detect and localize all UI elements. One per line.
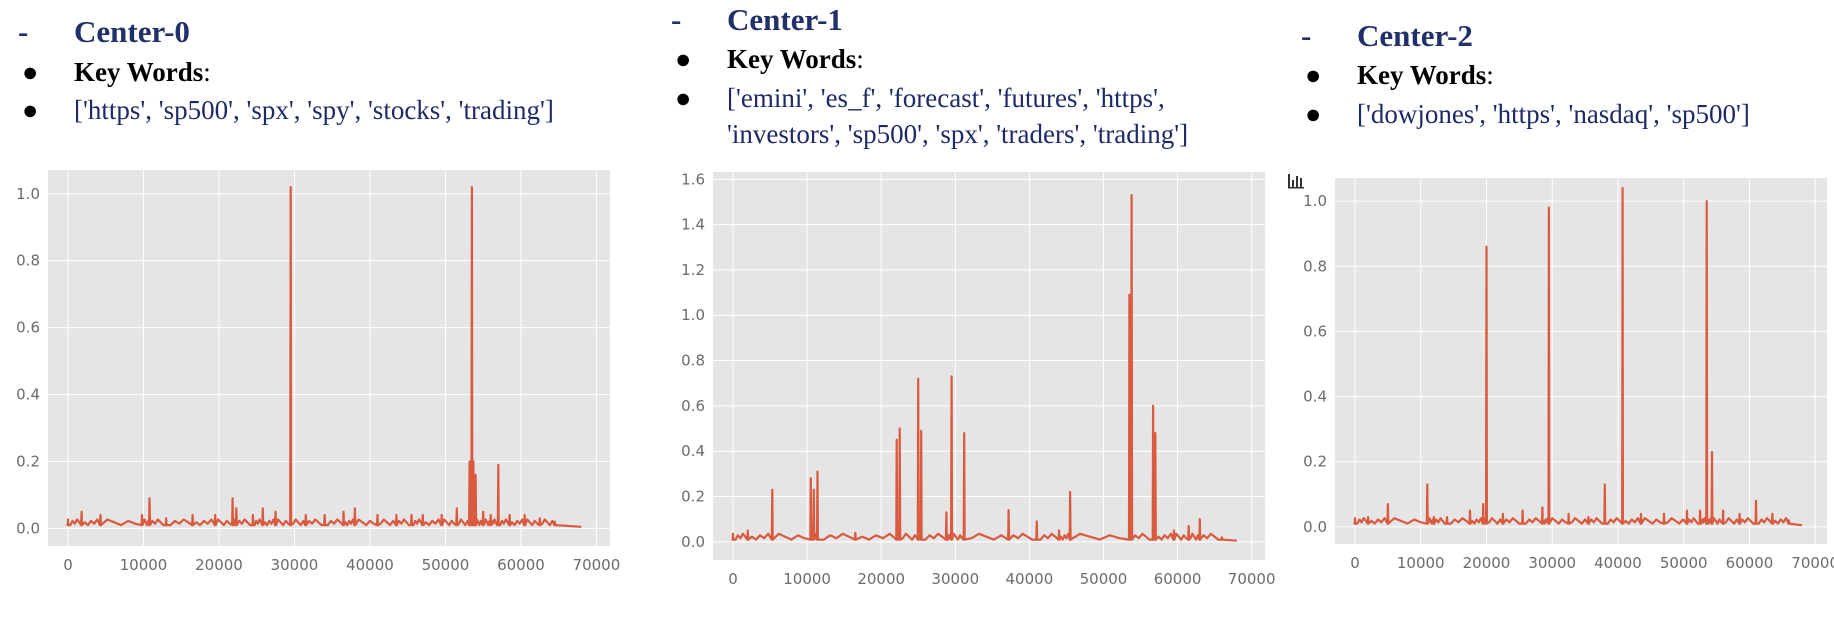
y-tick-label: 0.0 <box>16 519 40 537</box>
keywords-list-continued: 'investors', 'sp500', 'spx', 'traders', … <box>727 119 1189 149</box>
cluster-heading: - Center-2 <box>1301 18 1473 54</box>
y-tick-label: 1.0 <box>1303 192 1327 210</box>
dash-marker: - <box>18 14 29 49</box>
heading-text: Center-2 <box>1357 18 1473 53</box>
x-tick-label: 70000 <box>573 556 620 574</box>
y-tick-label: 1.2 <box>681 261 705 279</box>
line-chart: 0 10000 20000 30000 40000 50000 60000 70000 0.0 0… <box>16 170 620 574</box>
y-tick-label: 0.6 <box>1303 322 1327 340</box>
x-tick-label: 70000 <box>1791 554 1834 572</box>
keywords-label: Key Words <box>1357 60 1487 90</box>
x-tick-label: 60000 <box>1154 570 1202 588</box>
bullet-icon: ● <box>1305 99 1322 129</box>
bullet-icon: ● <box>675 83 692 113</box>
plot-area <box>1335 178 1827 544</box>
heading-text: Center-1 <box>727 2 843 37</box>
keywords-list: ['https', 'sp500', 'spx', 'spy', 'stocks… <box>74 95 554 125</box>
keywords-list-row: ● ['dowjones', 'https', 'nasdaq', 'sp500'… <box>1301 99 1750 130</box>
x-tick-label: 20000 <box>195 556 243 574</box>
y-tick-label: 0.6 <box>16 319 40 337</box>
y-tick-label: 1.6 <box>681 170 705 188</box>
heading-text: Center-0 <box>74 14 190 49</box>
keywords-list-row: ● ['emini', 'es_f', 'forecast', 'futures'… <box>671 83 1165 114</box>
x-tick-label: 0 <box>728 570 738 588</box>
bar-chart-icon[interactable] <box>1287 172 1305 190</box>
x-tick-label: 40000 <box>1594 554 1642 572</box>
cluster-panel-1: - Center-1 ● Key Words: ● ['emini', 'es_f',… <box>655 0 1275 624</box>
keywords-colon: : <box>1486 60 1494 90</box>
keywords-label-row: ● Key Words: <box>18 57 211 88</box>
plot-area <box>48 170 610 546</box>
plot-area <box>713 172 1265 560</box>
keywords-colon: : <box>856 44 864 74</box>
keywords-label-row: ● Key Words: <box>671 44 864 75</box>
x-tick-label: 40000 <box>1006 570 1054 588</box>
y-tick-label: 0.0 <box>681 533 705 551</box>
keywords-label-row: ● Key Words: <box>1301 60 1494 91</box>
x-tick-label: 50000 <box>422 556 470 574</box>
y-tick-label: 0.6 <box>681 397 705 415</box>
y-tick-label: 0.4 <box>16 386 40 404</box>
keywords-list: ['dowjones', 'https', 'nasdaq', 'sp500'] <box>1357 99 1750 129</box>
y-tick-label: 0.2 <box>1303 453 1327 471</box>
x-tick-label: 60000 <box>497 556 545 574</box>
cluster-heading: - Center-0 <box>18 14 190 50</box>
x-tick-label: 30000 <box>1528 554 1576 572</box>
cluster-panel-0: - Center-0 ● Key Words: ● ['https', 'sp500'… <box>0 0 620 624</box>
keywords-list: ['emini', 'es_f', 'forecast', 'futures',… <box>727 83 1165 113</box>
x-tick-label: 0 <box>1350 554 1360 572</box>
x-tick-label: 40000 <box>346 556 394 574</box>
x-tick-label: 0 <box>63 556 73 574</box>
bullet-icon: ● <box>22 57 39 87</box>
bullet-icon: ● <box>1305 60 1322 90</box>
series-line <box>1353 187 1803 527</box>
keywords-list-row: ● ['https', 'sp500', 'spx', 'spy', 'stock… <box>18 95 554 126</box>
keywords-colon: : <box>203 57 211 87</box>
y-tick-label: 0.0 <box>1303 518 1327 536</box>
y-tick-label: 0.8 <box>16 252 40 270</box>
y-tick-label: 0.2 <box>16 452 40 470</box>
x-tick-label: 30000 <box>931 570 979 588</box>
series-line <box>731 194 1237 542</box>
y-tick-label: 1.0 <box>681 306 705 324</box>
bullet-icon: ● <box>22 95 39 125</box>
cluster-heading: - Center-1 <box>671 2 843 38</box>
line-chart: 0 10000 20000 30000 40000 50000 60000 70000 0.0 0… <box>1303 178 1834 572</box>
y-tick-label: 0.4 <box>1303 388 1327 406</box>
y-tick-label: 1.0 <box>16 185 40 203</box>
x-tick-label: 10000 <box>1397 554 1445 572</box>
keywords-label: Key Words <box>74 57 204 87</box>
y-tick-label: 0.8 <box>1303 257 1327 275</box>
keywords-label: Key Words <box>727 44 857 74</box>
y-tick-label: 1.4 <box>681 216 705 234</box>
cluster-panel-2: - Center-2 ● Key Words: ● ['dowjones', 'htt… <box>1285 0 1834 624</box>
dash-marker: - <box>671 2 682 37</box>
x-tick-label: 50000 <box>1660 554 1708 572</box>
x-tick-label: 10000 <box>120 556 168 574</box>
y-tick-label: 0.4 <box>681 442 705 460</box>
x-tick-label: 70000 <box>1228 570 1275 588</box>
x-tick-label: 60000 <box>1726 554 1774 572</box>
dash-marker: - <box>1301 18 1312 53</box>
series-line <box>66 186 582 528</box>
bullet-icon: ● <box>675 44 692 74</box>
line-chart: 0 10000 20000 30000 40000 50000 60000 70000 0.0 0… <box>681 170 1275 588</box>
x-tick-label: 50000 <box>1080 570 1128 588</box>
y-tick-label: 0.2 <box>681 488 705 506</box>
x-tick-label: 20000 <box>857 570 905 588</box>
x-tick-label: 10000 <box>783 570 831 588</box>
x-tick-label: 30000 <box>271 556 319 574</box>
y-tick-label: 0.8 <box>681 352 705 370</box>
x-tick-label: 20000 <box>1463 554 1511 572</box>
